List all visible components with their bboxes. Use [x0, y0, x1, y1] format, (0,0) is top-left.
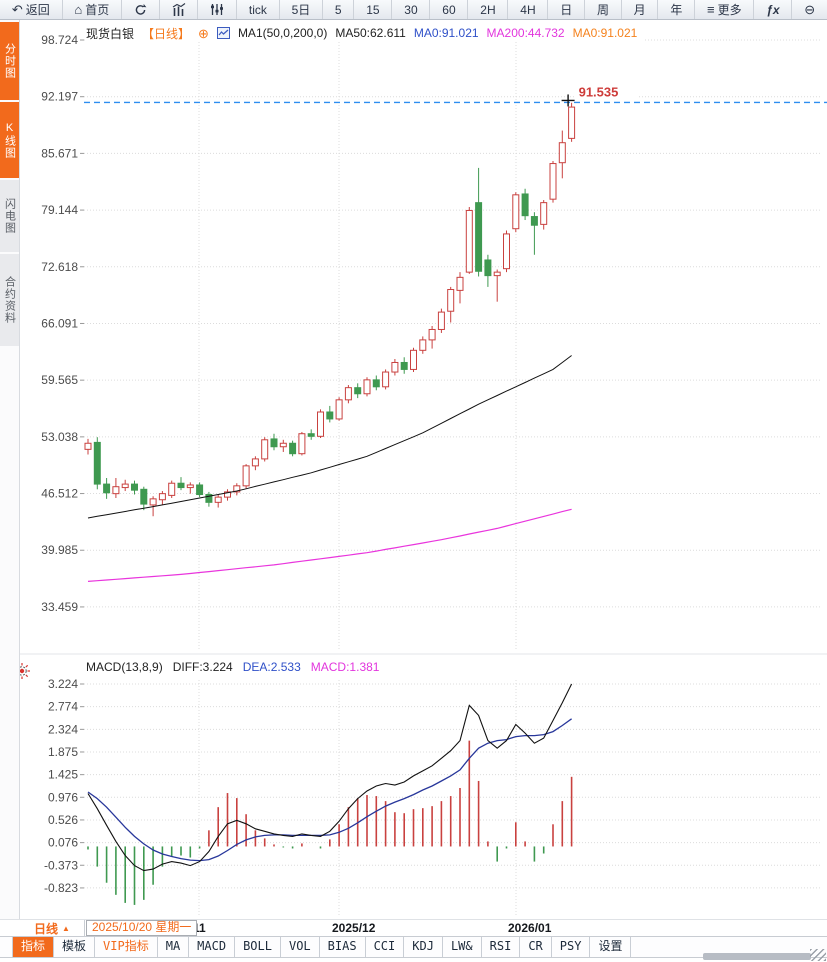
svg-text:0.976: 0.976 — [48, 790, 78, 804]
indicator-tab-设置[interactable]: 设置 — [590, 937, 632, 957]
macd-value: MACD:1.381 — [310, 659, 380, 674]
svg-text:33.459: 33.459 — [41, 600, 78, 614]
indicator-tab-MA[interactable]: MA — [158, 937, 190, 957]
add-indicator-icon[interactable]: ⊕ — [198, 25, 209, 41]
svg-text:0.526: 0.526 — [48, 813, 78, 827]
toolbar-5d[interactable]: 5日 — [280, 0, 324, 19]
line-chart-icon[interactable] — [216, 27, 230, 39]
svg-text:0.076: 0.076 — [48, 836, 78, 850]
svg-text:91.535: 91.535 — [579, 84, 619, 99]
svg-text:-0.823: -0.823 — [44, 881, 78, 895]
svg-text:1.425: 1.425 — [48, 768, 78, 782]
svg-text:66.091: 66.091 — [41, 316, 78, 330]
indicator-tab-CR[interactable]: CR — [520, 937, 552, 957]
sidebar-tab-1[interactable]: 分时图 — [0, 22, 19, 100]
macd-config: MACD(13,8,9) — [86, 659, 163, 674]
sidebar-tab-4[interactable]: 合约资料 — [0, 254, 19, 346]
top-toolbar: ↶ 返回 ⌂ 首页 tick 5日 5 15 30 60 2H 4H 日周月年 ≡ 更多 ƒx ⊖ — [0, 0, 827, 20]
indicator-tab-CCI[interactable]: CCI — [366, 937, 405, 957]
toolbar-indicator[interactable] — [198, 0, 238, 19]
diff-value: DIFF:3.224 — [172, 659, 233, 674]
x-axis-label: 2026/01 — [508, 921, 552, 935]
toolbar-4h[interactable]: 4H — [508, 0, 549, 19]
toolbar-year[interactable]: 年 — [658, 0, 696, 19]
svg-text:2.774: 2.774 — [48, 700, 78, 714]
chart-legend: 现货白银 【日线】 ⊕ MA1(50,0,200,0) MA50:62.611 … — [86, 25, 644, 41]
toolbar-back[interactable]: ↶ 返回 — [0, 0, 63, 19]
svg-text:92.197: 92.197 — [41, 90, 78, 104]
svg-text:46.512: 46.512 — [41, 487, 78, 501]
toolbar-fx[interactable]: ƒx — [754, 0, 793, 19]
toolbar-m30[interactable]: 30 — [392, 0, 431, 19]
chart-type-sidebar: 分时图 K线图闪电图合约资料 — [0, 20, 20, 920]
toolbar-m5[interactable]: 5 — [323, 0, 355, 19]
ma50-value: MA50:62.611 — [335, 26, 406, 40]
toolbar-more[interactable]: ≡ 更多 — [695, 0, 755, 19]
svg-text:85.671: 85.671 — [41, 146, 78, 160]
toolbar-m60[interactable]: 60 — [430, 0, 469, 19]
svg-text:-0.373: -0.373 — [44, 858, 78, 872]
toolbar-zoomout[interactable]: ⊖ — [804, 2, 816, 17]
svg-text:53.038: 53.038 — [41, 430, 78, 444]
indicator-tab-BOLL[interactable]: BOLL — [235, 937, 281, 957]
indicator-tab-bar: 指标 模板 VIP指标 MA MACD BOLL VOL BIAS CCI KDJ LW& RSI CR… — [0, 936, 827, 958]
svg-text:98.724: 98.724 — [41, 33, 78, 47]
indicator-tab-PSY[interactable]: PSY — [552, 937, 591, 957]
toolbar-m15[interactable]: 15 — [354, 0, 393, 19]
toolbar-day[interactable]: 日 — [548, 0, 586, 19]
svg-text:72.618: 72.618 — [41, 260, 78, 274]
symbol-name: 现货白银 — [86, 26, 135, 41]
sidebar-tab-2[interactable]: K线图 — [0, 102, 19, 178]
indicator-tab-MACD[interactable]: MACD — [189, 937, 236, 957]
indicator-tab-LW&[interactable]: LW& — [443, 937, 482, 957]
toolbar-refresh[interactable] — [122, 0, 160, 19]
indicator-tab-指标[interactable]: 指标 — [12, 937, 55, 957]
horizontal-scrollbar[interactable] — [703, 953, 811, 960]
chevron-up-icon: ▲ — [62, 923, 70, 933]
svg-text:1.875: 1.875 — [48, 745, 78, 759]
svg-text:59.565: 59.565 — [41, 373, 78, 387]
sidebar-tab-3[interactable]: 闪电图 — [0, 180, 19, 252]
toolbar-2h[interactable]: 2H — [468, 0, 509, 19]
svg-text:79.144: 79.144 — [41, 203, 78, 217]
ma-config: MA1(50,0,200,0) — [237, 26, 328, 40]
ma0-blue-value: MA0:91.021 — [413, 26, 479, 40]
toolbar-week[interactable]: 周 — [585, 0, 622, 19]
indicator-tab-模板[interactable]: 模板 — [54, 937, 96, 957]
indicator-tab-KDJ[interactable]: KDJ — [404, 937, 443, 957]
svg-text:2.324: 2.324 — [48, 722, 78, 736]
dea-value: DEA:2.533 — [242, 659, 301, 674]
period-label: 【日线】 — [142, 26, 191, 41]
indicator-tab-RSI[interactable]: RSI — [482, 937, 521, 957]
indicator-tab-BIAS[interactable]: BIAS — [320, 937, 366, 957]
x-axis-label: 2025/12 — [332, 921, 376, 935]
ma0-orange-value: MA0:91.021 — [572, 26, 638, 40]
indicator-tab-VIP指标[interactable]: VIP指标 — [95, 937, 158, 957]
svg-text:3.224: 3.224 — [48, 677, 78, 691]
svg-text:39.985: 39.985 — [41, 543, 78, 557]
date-tooltip: 2025/10/20 星期一 — [86, 920, 198, 936]
period-selector[interactable]: 日线 ▲ — [20, 920, 85, 936]
ma200-value: MA200:44.732 — [486, 26, 565, 40]
indicator-tab-VOL[interactable]: VOL — [281, 937, 320, 957]
toolbar-home[interactable]: ⌂ 首页 — [63, 0, 123, 19]
toolbar-tick[interactable]: tick — [237, 0, 280, 19]
period-selector-label: 日线 — [34, 921, 59, 936]
toolbar-month[interactable]: 月 — [622, 0, 659, 19]
resize-grip-icon[interactable] — [810, 949, 826, 961]
toolbar-kline[interactable] — [160, 0, 199, 19]
macd-legend: MACD(13,8,9) DIFF:3.224 DEA:2.533 MACD:1… — [86, 659, 386, 674]
